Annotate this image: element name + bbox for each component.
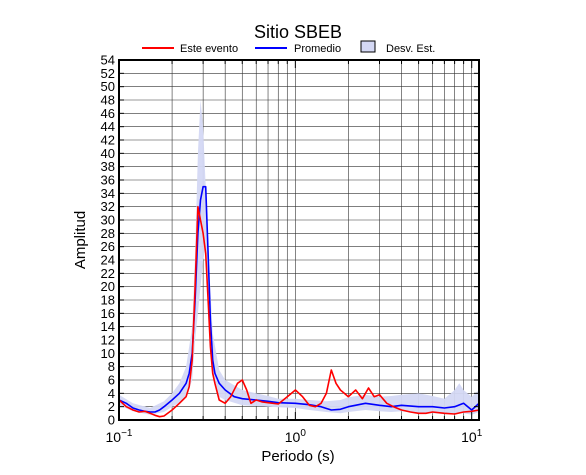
- y-axis-label: Amplitud: [72, 211, 89, 269]
- y-tick-label: 4: [108, 386, 115, 401]
- y-tick-label: 24: [101, 253, 115, 268]
- y-tick-label: 16: [101, 306, 115, 321]
- series-line-promedio: [118, 185, 480, 413]
- y-axis-ticks: 0246810121416182022242628303234363840424…: [101, 53, 479, 428]
- y-tick-label: 28: [101, 226, 115, 241]
- x-tick-label: 100: [285, 428, 307, 445]
- x-axis-ticks: 10−1 100 101: [106, 60, 483, 445]
- y-tick-label: 10: [101, 346, 115, 361]
- series-lines: [118, 185, 480, 418]
- x-tick-label: 10−1: [106, 428, 133, 445]
- series-line-este-evento: [118, 205, 480, 418]
- std-band-layer: [119, 100, 479, 415]
- y-tick-label: 44: [101, 119, 115, 134]
- legend-swatch-band: [360, 40, 376, 53]
- y-tick-label: 52: [101, 66, 115, 81]
- y-tick-label: 32: [101, 199, 115, 214]
- y-tick-label: 8: [108, 359, 115, 374]
- y-tick-label: 18: [101, 293, 115, 308]
- y-tick-label: 36: [101, 173, 115, 188]
- x-tick-label: 101: [461, 428, 483, 445]
- y-tick-label: 30: [101, 213, 115, 228]
- y-tick-label: 34: [101, 186, 115, 201]
- y-tick-label: 26: [101, 239, 115, 254]
- y-tick-label: 38: [101, 159, 115, 174]
- plot-frame: [118, 59, 480, 421]
- y-tick-label: 2: [108, 399, 115, 414]
- y-tick-label: 54: [101, 53, 115, 68]
- std-dev-band: [119, 100, 479, 415]
- y-tick-label: 48: [101, 93, 115, 108]
- chart-title: Sitio SBEB: [254, 22, 342, 42]
- y-tick-label: 0: [108, 413, 115, 428]
- y-tick-label: 14: [101, 319, 115, 334]
- y-tick-label: 6: [108, 373, 115, 388]
- y-tick-label: 20: [101, 279, 115, 294]
- y-tick-label: 50: [101, 79, 115, 94]
- chart-legend: Este evento Promedio Desv. Est.: [142, 40, 435, 55]
- y-tick-label: 42: [101, 133, 115, 148]
- y-tick-label: 40: [101, 146, 115, 161]
- y-tick-label: 22: [101, 266, 115, 281]
- plot-area: 0246810121416182022242628303234363840424…: [101, 53, 483, 446]
- grid-lines: [118, 59, 479, 421]
- y-tick-label: 12: [101, 333, 115, 348]
- y-tick-label: 46: [101, 106, 115, 121]
- legend-label: Desv. Est.: [386, 43, 435, 55]
- x-axis-label: Periodo (s): [261, 448, 334, 465]
- legend-label: Este evento: [180, 43, 238, 55]
- legend-label: Promedio: [294, 43, 341, 55]
